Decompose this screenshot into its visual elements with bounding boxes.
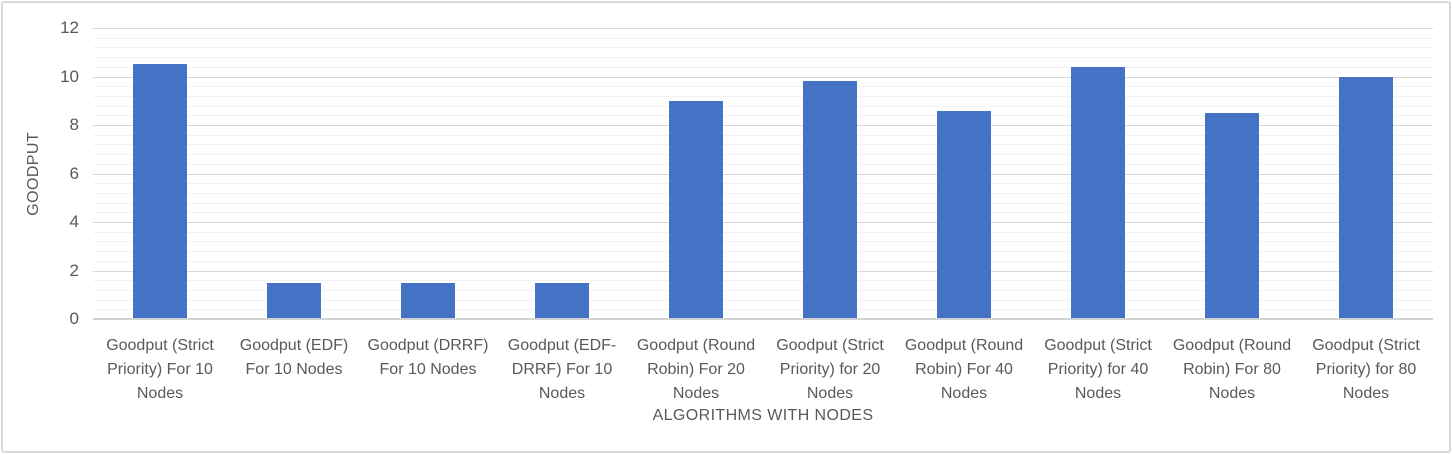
- minor-gridline: [93, 260, 1433, 262]
- minor-gridline: [93, 47, 1433, 49]
- minor-gridline: [93, 154, 1433, 156]
- category-label: Goodput (Round Robin) For 40 Nodes: [904, 337, 1024, 402]
- major-gridline: [93, 222, 1433, 223]
- bar: [1071, 66, 1125, 319]
- category-label: Goodput (Strict Priority) For 10 Nodes: [106, 337, 214, 402]
- y-tick-label: 0: [69, 309, 79, 328]
- category-label: Goodput (Round Robin) For 20 Nodes: [636, 337, 756, 402]
- minor-gridline: [93, 134, 1433, 136]
- minor-gridline: [93, 115, 1433, 117]
- y-tick-label: 4: [69, 212, 79, 231]
- minor-gridline: [93, 37, 1433, 39]
- minor-gridline: [93, 289, 1433, 291]
- major-gridline: [93, 125, 1433, 126]
- major-gridline: [93, 28, 1433, 29]
- minor-gridline: [93, 212, 1433, 214]
- minor-gridline: [93, 183, 1433, 185]
- major-gridline: [93, 270, 1433, 272]
- category-label: Goodput (DRRF) For 10 Nodes: [367, 337, 489, 378]
- minor-gridline: [93, 280, 1433, 282]
- minor-gridline: [93, 66, 1433, 68]
- bar: [669, 100, 723, 319]
- minor-gridline: [93, 163, 1433, 165]
- bar: [803, 81, 857, 319]
- x-axis-line: [93, 318, 1433, 320]
- category-label: Goodput (Strict Priority) for 80 Nodes: [1312, 337, 1420, 402]
- major-gridline: [93, 76, 1433, 78]
- minor-gridline: [93, 86, 1433, 88]
- minor-gridline: [93, 309, 1433, 311]
- minor-gridline: [93, 95, 1433, 97]
- y-tick-label: 2: [69, 260, 79, 280]
- x-axis-title: ALGORITHMS WITH NODES: [652, 407, 874, 424]
- x-axis-category-labels: Goodput (Strict Priority) For 10 Nodes Go…: [93, 334, 1433, 408]
- y-tick-label: 6: [69, 163, 79, 183]
- category-label: Goodput (Strict Priority) for 40 Nodes: [1044, 337, 1152, 402]
- minor-gridline: [93, 192, 1433, 194]
- minor-gridline: [93, 202, 1433, 204]
- bar: [401, 282, 455, 319]
- category-label: Goodput (EDF) For 10 Nodes: [239, 337, 349, 378]
- bar: [1205, 112, 1259, 319]
- category-label: Goodput (Round Robin) For 80 Nodes: [1172, 337, 1292, 402]
- category-label: Goodput (EDF-DRRF) For 10 Nodes: [507, 337, 617, 402]
- minor-gridline: [93, 231, 1433, 233]
- y-tick-label: 8: [69, 115, 79, 134]
- plot-area: [93, 28, 1433, 320]
- bar: [937, 110, 991, 319]
- minor-gridline: [93, 251, 1433, 253]
- minor-gridline: [93, 105, 1433, 107]
- y-tick-label: 10: [60, 66, 79, 86]
- minor-gridline: [93, 57, 1433, 59]
- y-tick-label: 12: [60, 18, 79, 37]
- bar: [1339, 76, 1393, 319]
- major-gridline: [93, 173, 1433, 175]
- bar: [267, 282, 321, 319]
- minor-gridline: [93, 241, 1433, 243]
- minor-gridline: [93, 299, 1433, 301]
- bar: [133, 64, 187, 319]
- bar: [535, 282, 589, 319]
- category-label: Goodput (Strict Priority) for 20 Nodes: [776, 337, 884, 402]
- minor-gridline: [93, 144, 1433, 146]
